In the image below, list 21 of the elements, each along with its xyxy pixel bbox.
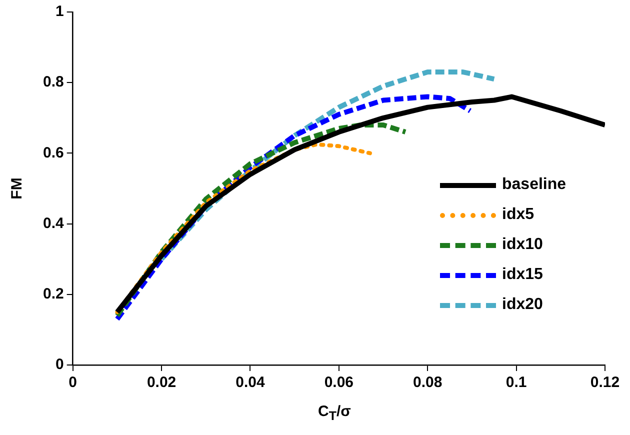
x-tick-label: 0 xyxy=(68,374,78,392)
x-axis-title: C$_{T}$/σ xyxy=(318,403,351,423)
x-tick-label: 0.06 xyxy=(324,374,354,392)
legend-label: baseline xyxy=(502,176,566,194)
x-tick-label: 0.04 xyxy=(236,374,266,392)
x-tick-label: 0.08 xyxy=(413,374,442,392)
legend-label: idx10 xyxy=(502,236,543,254)
legend-label: idx20 xyxy=(502,296,543,314)
line-series xyxy=(115,142,372,314)
y-tick-label: 0.2 xyxy=(42,286,64,303)
x-tick-label: 0.02 xyxy=(146,374,176,392)
y-tick-label: 0.4 xyxy=(42,214,64,232)
y-tick-label: 1 xyxy=(56,3,64,20)
x-tick-label: 0.1 xyxy=(506,374,527,392)
y-tick-label: 0.8 xyxy=(42,74,64,91)
y-tick-label: 0 xyxy=(56,356,64,374)
y-axis-title: FM xyxy=(8,178,26,200)
legend-label: idx15 xyxy=(502,266,543,284)
legend-label: idx5 xyxy=(502,206,534,224)
y-tick-label: 0.6 xyxy=(42,144,64,162)
x-tick-label: 0.12 xyxy=(590,374,620,392)
